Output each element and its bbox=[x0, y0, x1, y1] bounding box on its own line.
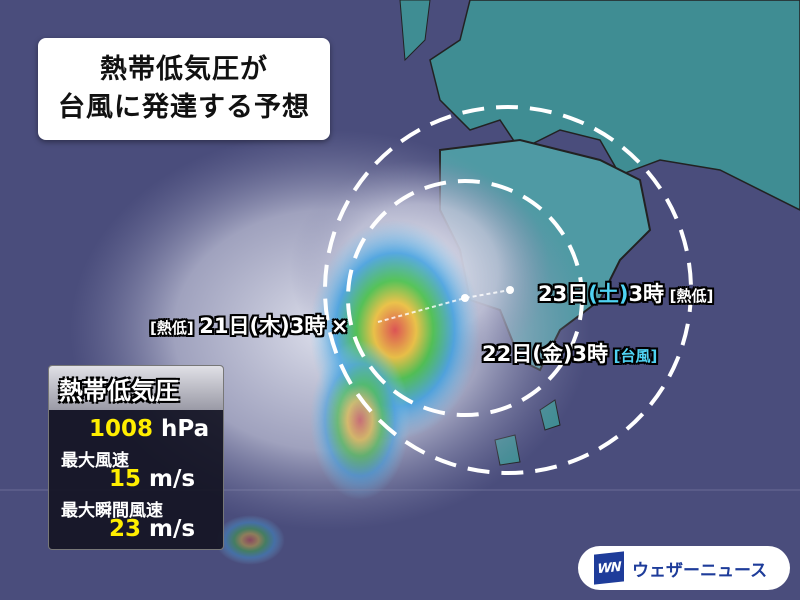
max-gust-row: 23 m/s bbox=[109, 516, 195, 542]
max-wind-label: 最大風速 bbox=[61, 451, 129, 471]
time-label: 22日(金)3時 bbox=[482, 342, 609, 366]
forecast-circles bbox=[323, 105, 693, 475]
title-line1: 熱帯低気圧が bbox=[100, 54, 268, 85]
title-line2: 台風に発達する予想 bbox=[58, 92, 310, 123]
info-panel: 熱帯低気圧 1008 hPa 最大風速 15 m/s 最大瞬間風速 23 m/s bbox=[48, 365, 224, 550]
track-label-23rd: 23日(土)3時 [熱低] bbox=[538, 278, 713, 308]
max-wind-value: 15 bbox=[109, 466, 142, 492]
forecast-circle-22nd bbox=[346, 179, 584, 417]
status-tag: [台風] bbox=[613, 347, 658, 365]
track-point-22nd bbox=[461, 294, 469, 302]
info-header: 熱帯低気圧 bbox=[49, 366, 223, 410]
info-heading: 熱帯低気圧 bbox=[59, 376, 179, 405]
day-label: 23日 bbox=[538, 282, 589, 306]
max-gust-label: 最大瞬間風速 bbox=[61, 501, 163, 521]
track-label-21st: [熱低] 21日(木)3時 × bbox=[150, 310, 349, 340]
max-gust-value: 23 bbox=[109, 516, 142, 542]
weathernews-logo: WN ウェザーニュース bbox=[578, 546, 790, 590]
logo-text: ウェザーニュース bbox=[632, 560, 768, 581]
weekday-label: (土) bbox=[588, 282, 629, 306]
rain-radar bbox=[215, 220, 480, 565]
status-tag: [熱低] bbox=[150, 319, 194, 337]
current-position-marker: × bbox=[330, 314, 349, 338]
track-label-22nd: 22日(金)3時 [台風] bbox=[482, 338, 657, 368]
time-label: 3時 bbox=[628, 282, 665, 306]
track-line bbox=[377, 286, 514, 323]
max-wind-row: 15 m/s bbox=[109, 466, 195, 492]
status-tag: [熱低] bbox=[669, 287, 714, 305]
forecast-circle-23rd bbox=[323, 105, 693, 475]
max-wind-unit: m/s bbox=[149, 466, 196, 492]
title-box: 熱帯低気圧が 台風に発達する予想 bbox=[38, 38, 330, 140]
track-point-23rd bbox=[506, 286, 514, 294]
pressure-unit: hPa bbox=[161, 416, 210, 442]
max-gust-unit: m/s bbox=[149, 516, 196, 542]
time-label: 21日(木)3時 bbox=[199, 314, 326, 338]
pressure-value: 1008 bbox=[89, 416, 154, 442]
pressure-row: 1008 hPa bbox=[89, 416, 209, 442]
wn-logo-icon: WN bbox=[594, 551, 624, 585]
